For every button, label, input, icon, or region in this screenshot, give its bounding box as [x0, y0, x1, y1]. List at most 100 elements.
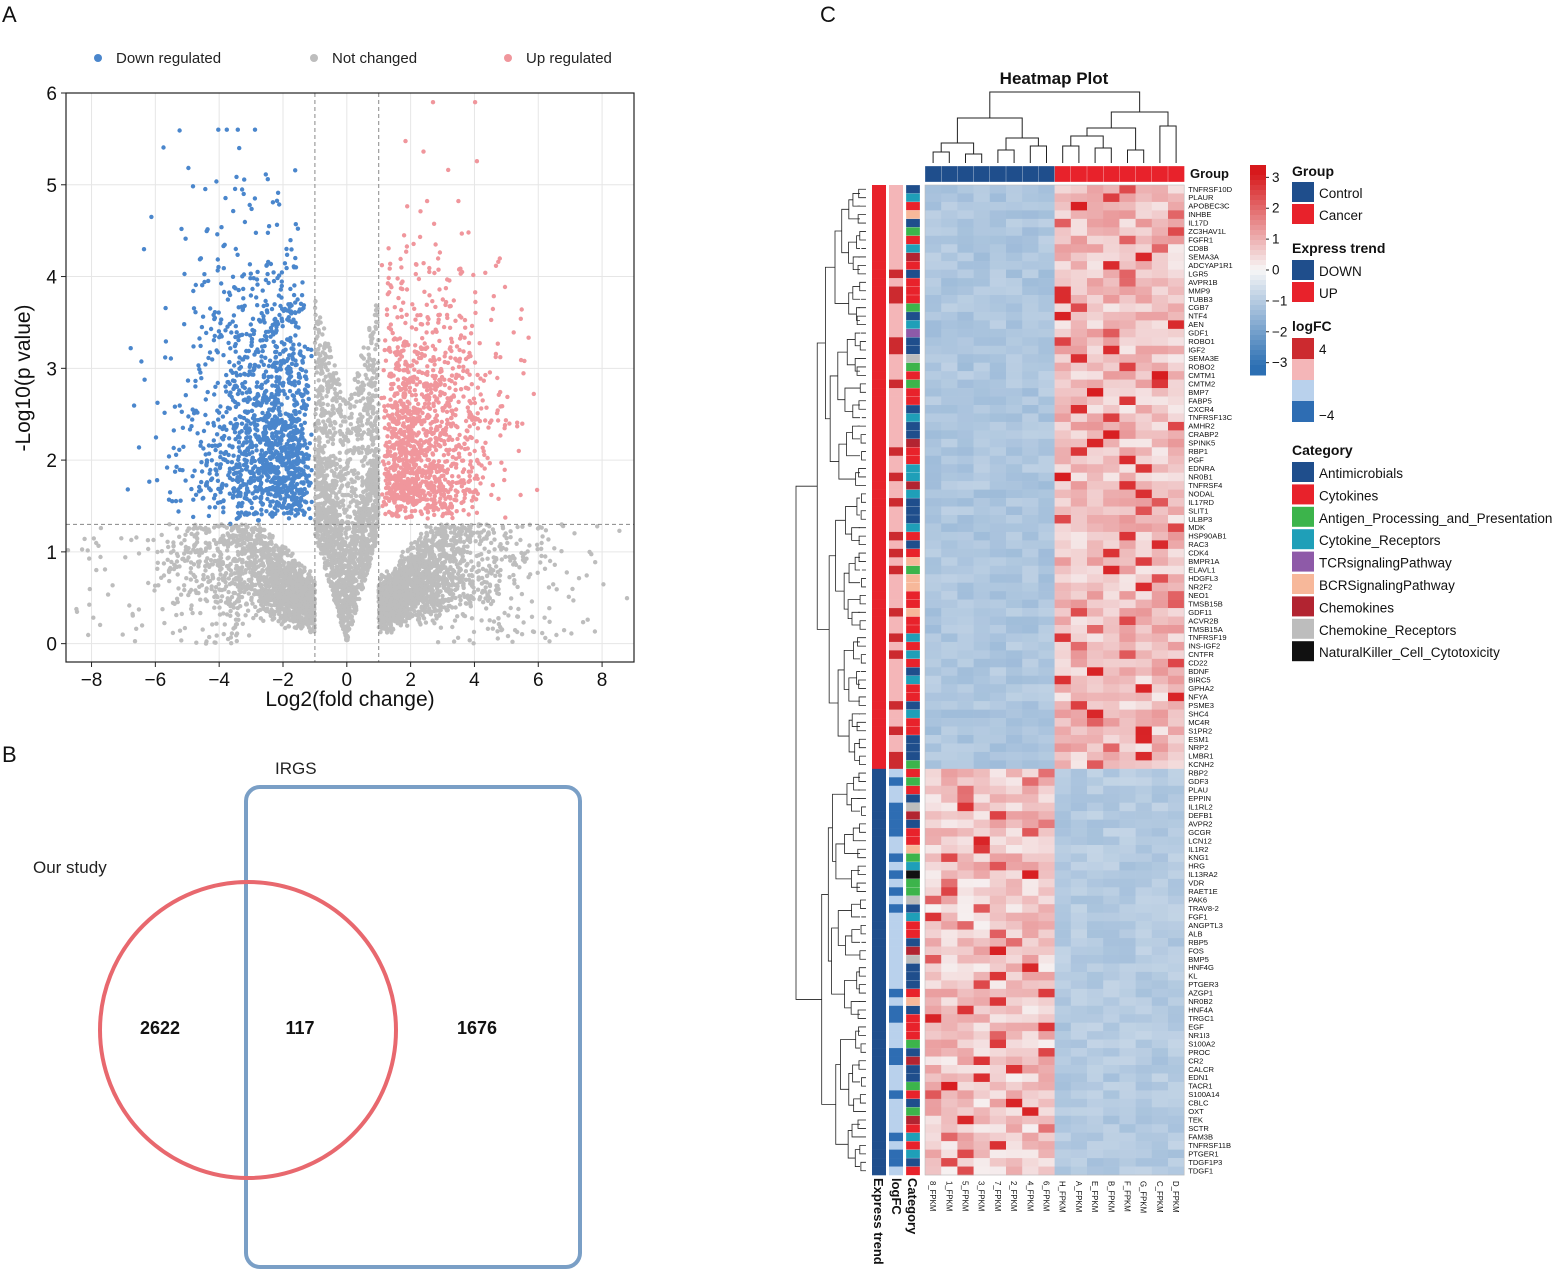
volcano-point — [450, 624, 455, 630]
volcano-point — [179, 541, 184, 546]
volcano-point — [266, 562, 271, 567]
volcano-point — [307, 584, 313, 589]
volcano-point — [323, 341, 328, 346]
volcano-point — [390, 617, 396, 623]
volcano-point — [174, 526, 180, 531]
volcano-point — [280, 602, 285, 607]
volcano-point — [379, 572, 384, 578]
volcano-point — [444, 536, 449, 541]
volcano-point — [237, 557, 242, 562]
volcano-point — [294, 625, 299, 631]
volcano-point — [169, 559, 174, 565]
volcano-point — [226, 589, 231, 595]
volcano-point — [477, 534, 482, 539]
volcano-point — [145, 538, 151, 543]
volcano-point — [373, 324, 378, 330]
volcano-point — [390, 626, 395, 631]
volcano-point — [423, 540, 429, 545]
volcano-point — [405, 623, 410, 628]
volcano-point — [221, 631, 226, 637]
volcano-point — [97, 622, 103, 628]
volcano-point — [552, 546, 557, 551]
panel-letter-a: A — [2, 2, 17, 27]
volcano-point — [229, 572, 234, 577]
volcano-point — [313, 503, 318, 508]
volcano-point — [312, 629, 317, 634]
volcano-point — [539, 553, 544, 559]
volcano-point — [601, 582, 606, 587]
volcano-point — [232, 533, 237, 538]
volcano-point — [477, 541, 482, 547]
volcano-point — [460, 612, 465, 617]
volcano-point — [509, 596, 514, 601]
volcano-point — [418, 622, 423, 627]
volcano-point — [349, 477, 354, 482]
volcano-point — [470, 573, 475, 579]
volcano-point — [503, 554, 508, 559]
volcano-point — [166, 544, 171, 550]
volcano-point — [366, 506, 371, 512]
volcano-point — [298, 616, 303, 621]
volcano-point — [203, 568, 208, 573]
volcano-point — [551, 582, 556, 587]
volcano-point — [519, 591, 525, 597]
volcano-point — [554, 632, 559, 638]
volcano-point — [165, 539, 170, 544]
volcano-point — [316, 421, 321, 426]
volcano-point — [351, 524, 357, 529]
volcano-point — [542, 566, 548, 571]
volcano-point — [410, 592, 415, 597]
volcano-point — [484, 573, 490, 579]
volcano-point — [282, 551, 287, 556]
volcano-point — [325, 402, 330, 407]
volcano-point — [332, 506, 337, 512]
volcano-point — [216, 576, 221, 582]
volcano-point — [241, 583, 246, 589]
volcano-point — [547, 639, 552, 644]
volcano-point — [257, 537, 262, 542]
volcano-point — [130, 611, 135, 617]
volcano-point — [329, 557, 334, 562]
volcano-point — [371, 458, 376, 463]
volcano-point — [351, 468, 356, 474]
volcano-point — [379, 595, 384, 601]
volcano-point — [371, 357, 377, 363]
volcano-point — [359, 582, 364, 587]
volcano-point — [368, 415, 373, 420]
volcano-point — [368, 431, 373, 436]
volcano-point — [417, 545, 422, 550]
volcano-point — [359, 475, 365, 480]
volcano-point — [495, 583, 500, 588]
volcano-point — [395, 620, 401, 625]
volcano-point — [384, 584, 389, 590]
volcano-point — [321, 514, 326, 519]
volcano-point — [424, 530, 429, 536]
volcano-point — [349, 395, 354, 401]
volcano-point — [515, 584, 520, 590]
volcano-point — [330, 441, 336, 447]
volcano-point — [136, 551, 142, 556]
volcano-point — [362, 513, 367, 518]
volcano-point — [369, 526, 374, 531]
volcano-point — [491, 555, 496, 560]
volcano-point — [332, 387, 337, 392]
volcano-point — [494, 564, 499, 569]
volcano-point — [478, 595, 483, 600]
volcano-point — [404, 598, 409, 603]
volcano-point — [306, 572, 311, 577]
volcano-point — [354, 547, 359, 552]
volcano-point — [503, 531, 508, 536]
volcano-point — [161, 561, 167, 566]
volcano-point — [359, 390, 364, 396]
volcano-point — [174, 596, 180, 601]
volcano-point — [458, 559, 463, 565]
volcano-point — [365, 517, 370, 522]
legend-marker-not-changed — [310, 54, 318, 62]
volcano-point — [576, 576, 582, 581]
volcano-point — [347, 514, 353, 520]
volcano-point — [386, 603, 391, 608]
volcano-point — [487, 618, 492, 623]
volcano-point — [361, 430, 367, 435]
volcano-point — [496, 616, 501, 621]
volcano-point — [191, 562, 197, 567]
